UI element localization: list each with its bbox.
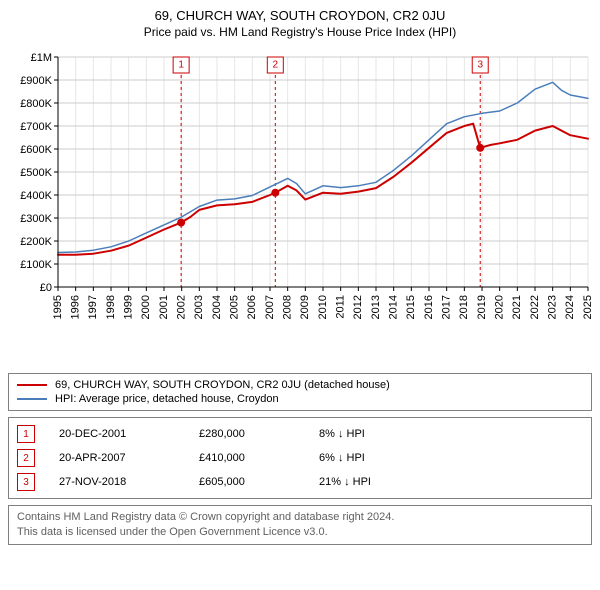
svg-text:1996: 1996 — [70, 295, 82, 319]
legend-swatch — [17, 384, 47, 386]
svg-text:2025: 2025 — [582, 295, 592, 319]
license-notice: Contains HM Land Registry data © Crown c… — [8, 505, 592, 545]
svg-text:£700K: £700K — [20, 121, 52, 133]
svg-text:2023: 2023 — [547, 295, 559, 319]
svg-text:2000: 2000 — [140, 295, 152, 319]
event-date: 27-NOV-2018 — [59, 476, 199, 488]
svg-text:2016: 2016 — [423, 295, 435, 319]
event-diff: 6% ↓ HPI — [319, 452, 365, 464]
svg-text:£800K: £800K — [20, 98, 52, 110]
svg-text:£900K: £900K — [20, 75, 52, 87]
svg-text:2004: 2004 — [211, 295, 223, 319]
svg-text:2021: 2021 — [511, 295, 523, 319]
legend-swatch — [17, 398, 47, 400]
svg-text:1: 1 — [178, 60, 184, 71]
svg-text:2015: 2015 — [405, 295, 417, 319]
svg-text:£200K: £200K — [20, 236, 52, 248]
svg-text:2008: 2008 — [282, 295, 294, 319]
svg-text:3: 3 — [477, 60, 483, 71]
svg-text:2013: 2013 — [370, 295, 382, 319]
svg-text:2006: 2006 — [246, 295, 258, 319]
svg-text:2018: 2018 — [458, 295, 470, 319]
svg-text:£300K: £300K — [20, 213, 52, 225]
legend: 69, CHURCH WAY, SOUTH CROYDON, CR2 0JU (… — [8, 373, 592, 411]
svg-text:2012: 2012 — [352, 295, 364, 319]
svg-text:£0: £0 — [40, 282, 52, 294]
price-chart: 1 2 3 £0 £100K £200K £300K £400K £500K £600K £700K… — [8, 47, 592, 367]
chart-svg: 1 2 3 £0 £100K £200K £300K £400K £500K £600K £700K… — [8, 47, 592, 367]
svg-text:2011: 2011 — [335, 295, 347, 319]
legend-label: HPI: Average price, detached house, Croy… — [55, 393, 279, 405]
svg-text:£400K: £400K — [20, 190, 52, 202]
svg-text:2007: 2007 — [264, 295, 276, 319]
svg-text:2005: 2005 — [229, 295, 241, 319]
svg-text:2020: 2020 — [494, 295, 506, 319]
event-price: £280,000 — [199, 428, 319, 440]
svg-text:1998: 1998 — [105, 295, 117, 319]
event-price: £605,000 — [199, 476, 319, 488]
svg-text:2009: 2009 — [299, 295, 311, 319]
svg-text:2003: 2003 — [193, 295, 205, 319]
event-date: 20-DEC-2001 — [59, 428, 199, 440]
svg-text:2022: 2022 — [529, 295, 541, 319]
svg-text:2001: 2001 — [158, 295, 170, 319]
events-table: 1 20-DEC-2001 £280,000 8% ↓ HPI 2 20-APR… — [8, 417, 592, 499]
svg-text:£600K: £600K — [20, 144, 52, 156]
event-row: 2 20-APR-2007 £410,000 6% ↓ HPI — [17, 446, 583, 470]
event-diff: 21% ↓ HPI — [319, 476, 371, 488]
event-row: 3 27-NOV-2018 £605,000 21% ↓ HPI — [17, 470, 583, 494]
event-flag-icon: 3 — [17, 473, 35, 491]
svg-text:2017: 2017 — [441, 295, 453, 319]
svg-text:£500K: £500K — [20, 167, 52, 179]
legend-item: HPI: Average price, detached house, Croy… — [17, 392, 583, 406]
event-price: £410,000 — [199, 452, 319, 464]
svg-text:2014: 2014 — [388, 295, 400, 319]
svg-text:£100K: £100K — [20, 259, 52, 271]
license-line: Contains HM Land Registry data © Crown c… — [17, 510, 583, 525]
svg-text:1997: 1997 — [87, 295, 99, 319]
page-subtitle: Price paid vs. HM Land Registry's House … — [8, 25, 592, 39]
event-row: 1 20-DEC-2001 £280,000 8% ↓ HPI — [17, 422, 583, 446]
svg-text:2019: 2019 — [476, 295, 488, 319]
svg-text:2002: 2002 — [176, 295, 188, 319]
svg-text:1999: 1999 — [123, 295, 135, 319]
page-title: 69, CHURCH WAY, SOUTH CROYDON, CR2 0JU — [8, 8, 592, 23]
svg-text:2024: 2024 — [564, 295, 576, 319]
license-line: This data is licensed under the Open Gov… — [17, 525, 583, 540]
event-diff: 8% ↓ HPI — [319, 428, 365, 440]
event-flag-icon: 1 — [17, 425, 35, 443]
svg-text:£1M: £1M — [31, 52, 52, 64]
legend-item: 69, CHURCH WAY, SOUTH CROYDON, CR2 0JU (… — [17, 378, 583, 392]
svg-text:2010: 2010 — [317, 295, 329, 319]
event-flag-icon: 2 — [17, 449, 35, 467]
event-date: 20-APR-2007 — [59, 452, 199, 464]
svg-text:2: 2 — [273, 60, 279, 71]
svg-text:1995: 1995 — [52, 295, 64, 319]
legend-label: 69, CHURCH WAY, SOUTH CROYDON, CR2 0JU (… — [55, 379, 390, 391]
